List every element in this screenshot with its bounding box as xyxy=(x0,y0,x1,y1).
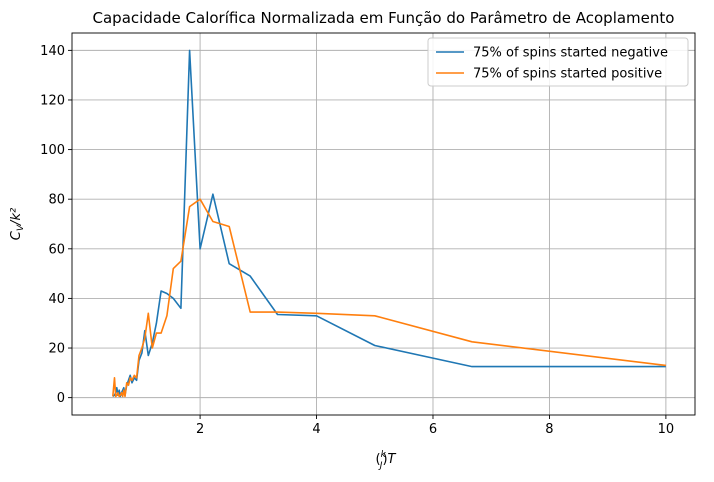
y-axis-label: CV/k² xyxy=(9,208,26,240)
legend-label-1: 75% of spins started negative xyxy=(473,46,668,61)
legend-label-2: 75% of spins started positive xyxy=(473,67,662,82)
y-tick-label: 80 xyxy=(48,193,65,208)
y-tick-label: 100 xyxy=(40,143,65,158)
series-line-2 xyxy=(112,198,666,398)
plot-frame xyxy=(71,32,696,416)
x-axis-label: (k J)T xyxy=(376,450,397,471)
y-tick-label: 140 xyxy=(40,44,65,59)
legend-box xyxy=(427,37,689,87)
series-layer xyxy=(112,49,666,398)
x-tick-label: 8 xyxy=(545,422,553,437)
y-tick-label: 60 xyxy=(48,242,65,257)
series-line-1 xyxy=(112,49,666,398)
x-tick-label: 4 xyxy=(312,422,320,437)
y-tick-label: 20 xyxy=(48,342,65,357)
x-tick-label: 10 xyxy=(658,422,675,437)
y-tick-label: 120 xyxy=(40,93,65,108)
y-tick-label: 0 xyxy=(57,391,65,406)
y-tick-label: 40 xyxy=(48,292,65,307)
chart-title: Capacidade Calorífica Normalizada em Fun… xyxy=(93,9,675,27)
legend: 75% of spins started negative 75% of spin… xyxy=(427,37,689,87)
x-tick-label: 2 xyxy=(196,422,204,437)
x-tick-label: 6 xyxy=(429,422,437,437)
